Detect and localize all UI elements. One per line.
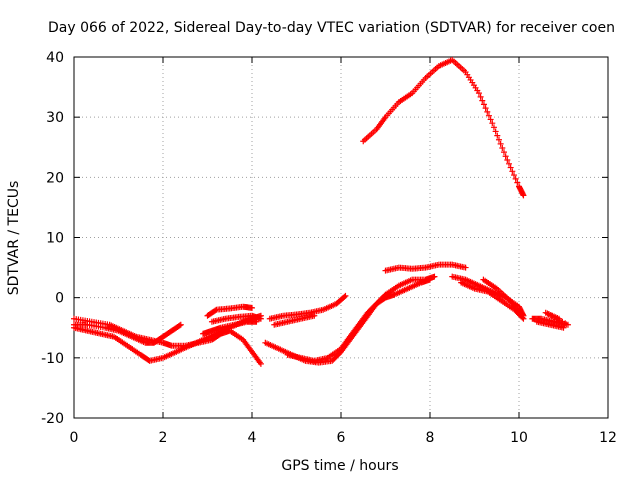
data-point xyxy=(177,321,184,328)
data-point xyxy=(257,360,264,367)
data-point xyxy=(519,314,526,321)
series-track-2 xyxy=(71,312,264,364)
series-track-4 xyxy=(200,318,260,337)
series-track-16 xyxy=(533,318,567,331)
data-point xyxy=(487,116,494,123)
series-track-9 xyxy=(266,292,349,322)
data-point xyxy=(514,179,521,186)
data-point xyxy=(509,168,516,175)
y-tick-label: 0 xyxy=(55,291,64,307)
data-point xyxy=(431,273,438,280)
data-point xyxy=(480,101,487,108)
data-point xyxy=(489,120,496,127)
chart-title: Day 066 of 2022, Sidereal Day-to-day VTE… xyxy=(48,20,615,36)
series-track-15 xyxy=(529,309,571,328)
data-point xyxy=(249,304,255,311)
data-point xyxy=(507,164,514,171)
y-tick-labels: -20 -10 0 10 20 30 40 xyxy=(41,50,64,427)
data-point xyxy=(342,292,349,299)
data-point xyxy=(516,309,522,316)
series-track-11 xyxy=(382,261,469,274)
y-tick-label: 40 xyxy=(46,50,64,66)
x-tick-label: 6 xyxy=(337,430,346,446)
data-point xyxy=(505,160,512,167)
series-track-8 xyxy=(284,276,433,364)
data-point xyxy=(500,149,507,156)
data-point xyxy=(502,153,509,160)
data-point xyxy=(485,112,492,119)
x-tick-label: 2 xyxy=(159,430,168,446)
data-points xyxy=(71,57,571,367)
y-tick-label: 20 xyxy=(46,170,64,186)
x-tick-label: 10 xyxy=(510,430,528,446)
x-axis-label: GPS time / hours xyxy=(281,458,398,474)
series-track-14 xyxy=(480,276,522,316)
x-tick-label: 8 xyxy=(426,430,435,446)
series-track-5 xyxy=(204,303,255,319)
x-tick-labels: 0 2 4 6 8 10 12 xyxy=(70,430,617,446)
data-point xyxy=(520,315,527,322)
data-point xyxy=(484,108,491,115)
data-point xyxy=(477,93,484,100)
data-point xyxy=(311,312,318,319)
x-tick-label: 0 xyxy=(70,430,79,446)
data-point xyxy=(504,157,511,164)
series-track-6 xyxy=(208,312,264,325)
data-point xyxy=(510,172,517,179)
y-tick-label: -10 xyxy=(41,351,64,367)
series-track-10 xyxy=(271,312,318,328)
data-point xyxy=(494,132,501,139)
data-point xyxy=(462,264,469,271)
data-point xyxy=(556,315,563,322)
y-axis-label: SDTVAR / TECUs xyxy=(6,181,22,296)
data-point xyxy=(257,315,264,322)
data-point xyxy=(482,105,489,112)
data-point xyxy=(497,140,504,147)
data-point xyxy=(512,175,519,182)
x-tick-label: 12 xyxy=(599,430,617,446)
data-point xyxy=(492,128,499,135)
axes xyxy=(73,56,609,419)
data-point xyxy=(176,322,183,329)
data-point xyxy=(520,192,527,199)
y-tick-label: -20 xyxy=(41,411,64,427)
x-tick-label: 4 xyxy=(248,430,257,446)
y-tick-label: 30 xyxy=(46,110,64,126)
data-point xyxy=(499,145,506,152)
series-track-3 xyxy=(71,315,264,367)
data-point xyxy=(341,293,348,300)
series-track-17 xyxy=(360,57,527,199)
data-point xyxy=(490,124,497,131)
data-point xyxy=(212,307,219,314)
data-point xyxy=(479,97,486,104)
data-point xyxy=(560,324,567,331)
data-point xyxy=(495,136,502,143)
grid xyxy=(74,57,608,418)
y-tick-label: 10 xyxy=(46,231,64,247)
data-point xyxy=(475,90,482,97)
data-point xyxy=(427,276,433,283)
